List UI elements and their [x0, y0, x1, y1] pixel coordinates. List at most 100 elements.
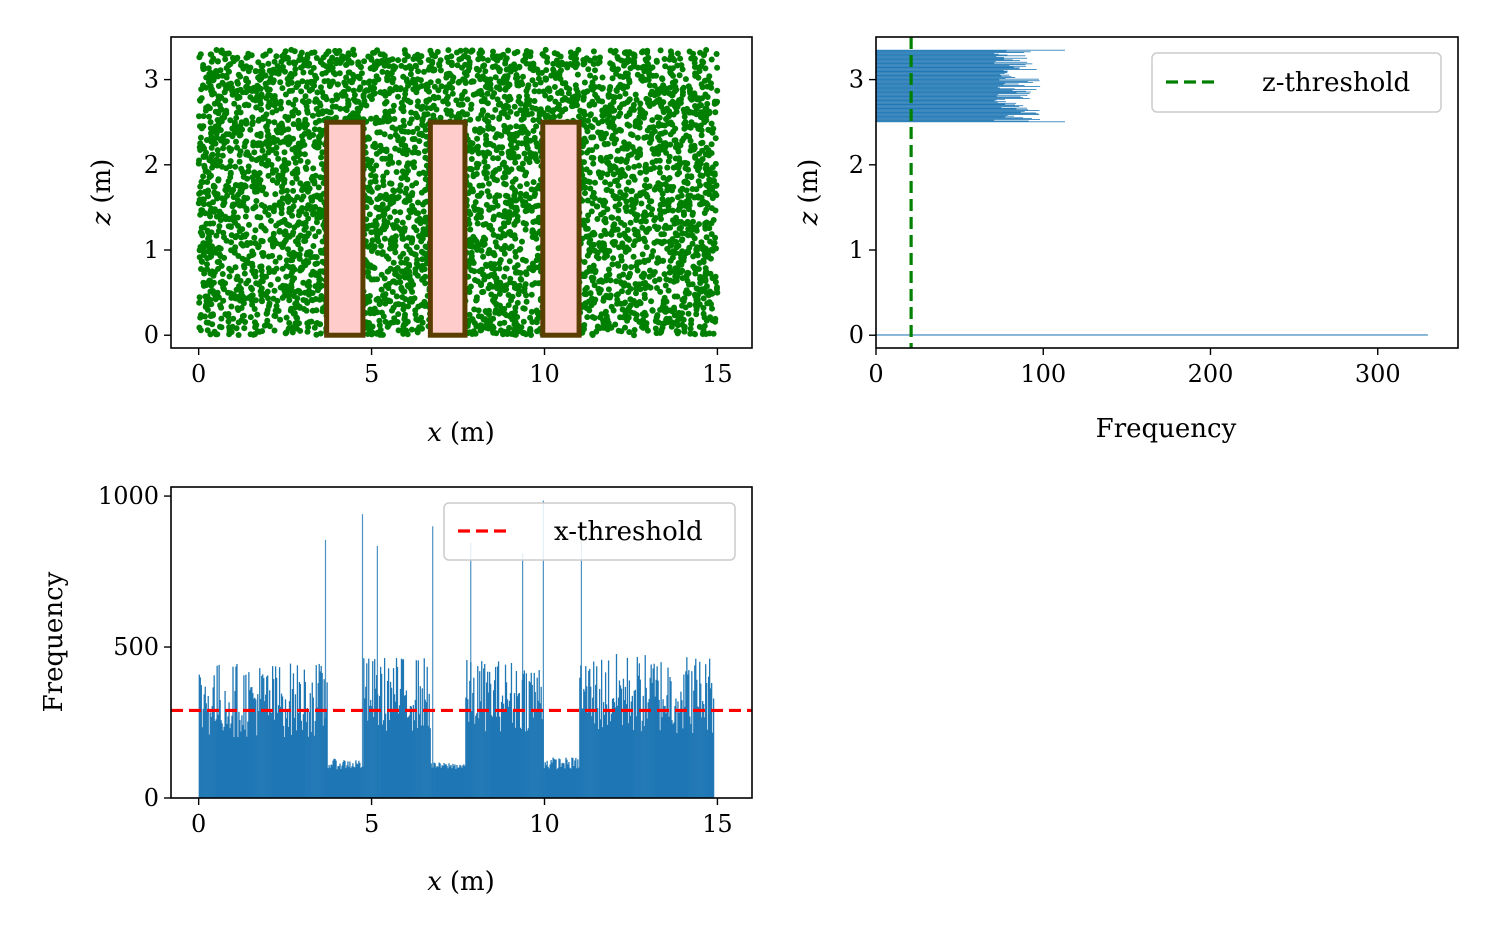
scatter-point — [470, 78, 477, 85]
scatter-point — [511, 61, 518, 68]
scatter-point — [496, 114, 503, 121]
scatter-point — [687, 330, 694, 337]
scatter-point — [579, 108, 586, 115]
scatter-point — [390, 278, 397, 285]
scatter-point — [299, 78, 306, 85]
scatter-point — [281, 149, 288, 156]
scatter-point — [494, 96, 501, 103]
scatter-point — [479, 289, 486, 296]
x-histogram-bar — [302, 714, 305, 798]
scatter-point — [633, 285, 640, 292]
scatter-point — [241, 270, 248, 277]
scatter-point — [682, 76, 689, 83]
scatter-x-tick-label: 0 — [191, 360, 206, 388]
scatter-point — [481, 241, 488, 248]
scatter-point — [636, 236, 643, 242]
scatter-point — [221, 195, 228, 202]
x-histogram-bar — [380, 666, 382, 798]
scatter-point — [701, 314, 708, 321]
x-histogram-bar — [242, 725, 244, 798]
scatter-point — [273, 167, 279, 174]
x-histogram-bar — [210, 716, 212, 798]
scatter-point — [631, 163, 638, 170]
scatter-point — [223, 74, 230, 81]
scatter-point — [259, 147, 266, 154]
scatter-point — [213, 68, 219, 74]
scatter-point — [390, 304, 397, 311]
scatter-point — [273, 53, 280, 60]
scatter-point — [308, 80, 315, 87]
scatter-point — [256, 281, 262, 288]
scatter-point — [306, 319, 313, 326]
z-histogram-bar — [876, 107, 1027, 109]
scatter-point — [495, 101, 502, 108]
scatter-point — [592, 67, 598, 74]
scatter-point — [397, 86, 404, 93]
scatter-point — [490, 216, 497, 223]
scatter-point — [212, 73, 219, 80]
scatter-point — [511, 232, 518, 239]
scatter-point — [520, 305, 527, 312]
x-histogram-bar — [274, 666, 277, 798]
scatter-point — [657, 329, 664, 336]
x-histogram-bar — [258, 711, 260, 798]
x-histogram-bar — [375, 688, 377, 798]
scatter-point — [708, 141, 715, 148]
scatter-point — [250, 87, 257, 94]
scatter-point — [228, 189, 235, 196]
x-histogram-bar — [237, 737, 239, 798]
scatter-point — [582, 190, 588, 197]
x-histogram-bar — [238, 711, 240, 798]
scatter-point — [626, 329, 633, 336]
scatter-point — [435, 78, 442, 85]
scatter-point — [538, 69, 545, 76]
scatter-point — [430, 112, 437, 119]
scatter-point — [457, 47, 464, 54]
scatter-point — [252, 227, 259, 234]
scatter-point — [604, 106, 611, 113]
x-histogram-bar — [427, 725, 429, 798]
scatter-point — [689, 186, 696, 192]
scatter-point — [317, 214, 323, 221]
z-legend-label: z-threshold — [1262, 68, 1410, 98]
scatter-point — [302, 93, 309, 100]
scatter-point — [286, 290, 292, 297]
x-histogram-bar — [335, 760, 337, 798]
scatter-point — [643, 134, 650, 140]
scatter-point — [301, 151, 308, 158]
x-histogram-bar — [296, 665, 299, 798]
scatter-point — [506, 93, 513, 100]
scatter-point — [712, 207, 719, 214]
scatter-point — [484, 90, 491, 97]
scatter-point — [642, 161, 649, 168]
scatter-point — [265, 131, 272, 138]
scatter-point — [490, 315, 497, 322]
x-histogram-bar — [272, 679, 275, 798]
x-histogram-bar — [394, 701, 397, 798]
scatter-point — [512, 253, 519, 260]
scatter-point — [707, 314, 714, 321]
scatter-point — [512, 159, 519, 166]
scatter-point — [517, 100, 524, 107]
scatter-point — [283, 262, 290, 269]
x-histogram-bar — [520, 729, 523, 798]
scatter-point — [244, 195, 251, 202]
scatter-point — [580, 273, 587, 280]
scatter-point — [415, 68, 422, 75]
scatter-point — [220, 297, 227, 304]
x-histogram-bar — [294, 694, 297, 798]
scatter-point — [253, 104, 260, 111]
scatter-point — [304, 109, 311, 116]
scatter-point — [427, 105, 434, 112]
z-histogram-bar — [876, 58, 1004, 60]
scatter-point — [521, 150, 528, 157]
scatter-point — [400, 117, 407, 124]
scatter-point — [630, 253, 637, 260]
scatter-point — [531, 88, 538, 95]
x-histogram-bar — [314, 721, 316, 798]
scatter-point — [628, 196, 635, 203]
scatter-point — [523, 269, 529, 276]
scatter-point — [269, 109, 276, 116]
x-histogram-bar — [491, 715, 493, 798]
scatter-point — [528, 110, 535, 117]
